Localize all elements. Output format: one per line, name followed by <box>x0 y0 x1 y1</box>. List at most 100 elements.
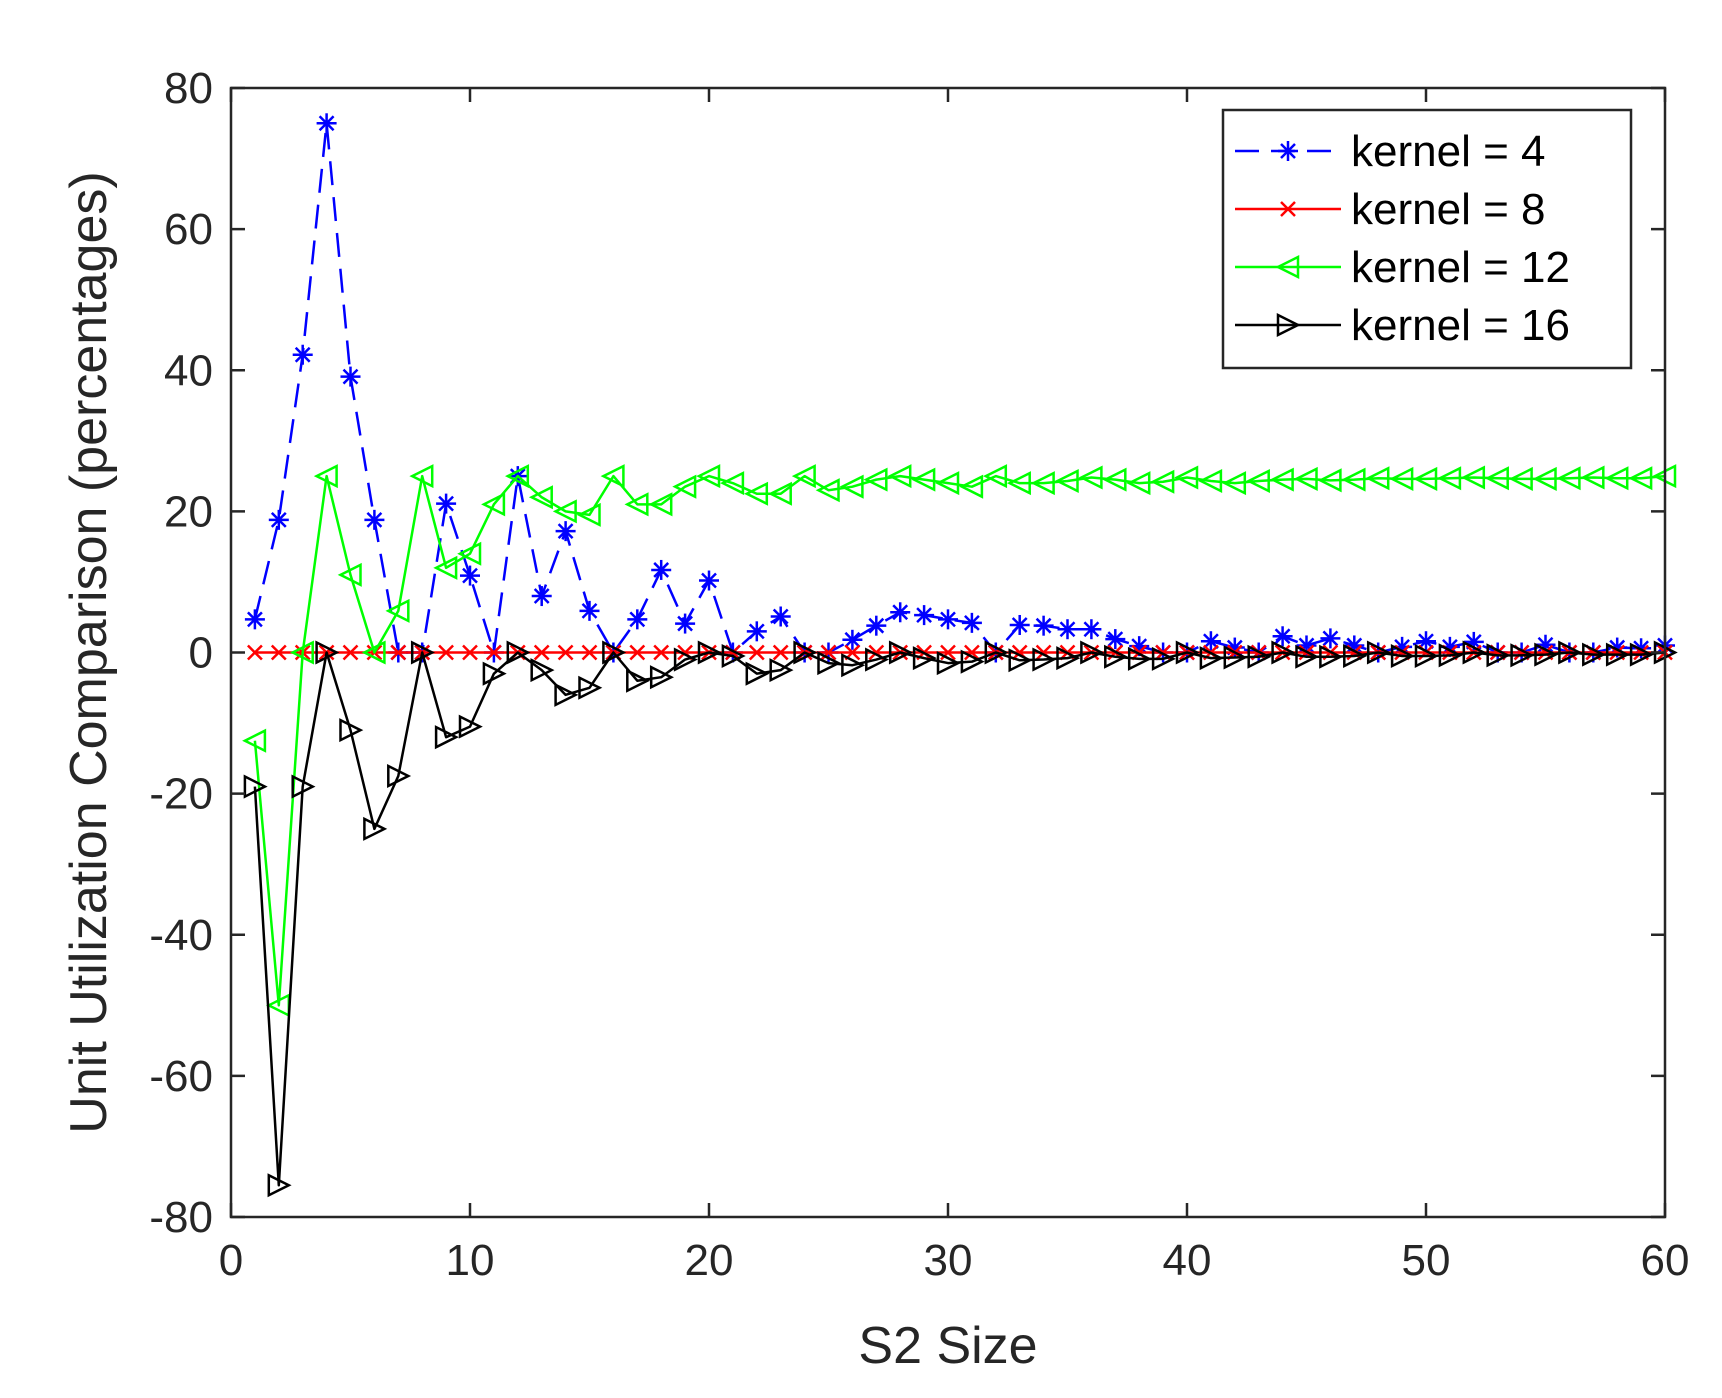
data-point <box>1272 626 1293 647</box>
data-point <box>438 644 454 661</box>
data-point <box>1320 628 1341 649</box>
x-axis-label: S2 Size <box>858 1317 1037 1375</box>
data-point <box>940 644 956 661</box>
data-point <box>385 598 410 623</box>
data-point <box>748 644 765 661</box>
legend-label: kernel = 8 <box>1351 185 1545 234</box>
data-point <box>791 464 816 489</box>
data-point <box>696 464 721 489</box>
data-point <box>482 661 507 686</box>
y-tick-label: 60 <box>164 205 213 254</box>
data-point <box>1009 614 1030 635</box>
data-point <box>315 640 340 665</box>
data-point <box>267 1173 292 1198</box>
data-point <box>434 725 459 750</box>
data-point <box>793 640 818 665</box>
x-tick-label: 30 <box>924 1236 973 1285</box>
data-point <box>458 714 483 739</box>
data-point <box>961 612 982 633</box>
data-point <box>557 644 574 661</box>
data-point <box>1390 644 1415 669</box>
y-tick-label: 20 <box>164 487 213 536</box>
data-point <box>1556 466 1581 491</box>
series-4 <box>243 640 1678 1198</box>
data-point <box>1057 619 1078 640</box>
data-point <box>1198 469 1223 494</box>
data-point <box>1534 642 1559 667</box>
data-point <box>935 471 960 496</box>
data-point <box>316 113 337 134</box>
data-point <box>291 774 316 799</box>
series-layer <box>242 113 1678 1198</box>
y-tick-label: -40 <box>149 911 213 960</box>
data-point <box>1200 631 1221 652</box>
legend-marker <box>1278 141 1298 161</box>
data-point <box>1223 645 1248 670</box>
data-point <box>1056 646 1081 671</box>
data-point <box>649 665 674 690</box>
data-point <box>481 492 506 517</box>
data-point <box>554 682 579 707</box>
data-point <box>1580 465 1605 490</box>
data-point <box>578 675 603 700</box>
data-point <box>409 464 434 489</box>
data-point <box>842 629 863 650</box>
data-point <box>337 562 362 587</box>
data-point <box>576 502 601 527</box>
data-point <box>1366 640 1391 665</box>
data-point <box>697 640 722 665</box>
data-point <box>744 481 769 506</box>
data-point <box>1416 631 1436 652</box>
data-point <box>505 464 530 489</box>
data-point <box>938 609 958 630</box>
data-point <box>1389 466 1414 491</box>
data-point <box>914 605 935 626</box>
data-point <box>1463 631 1484 652</box>
data-point <box>653 644 670 661</box>
data-point <box>244 609 265 630</box>
data-point <box>983 464 1008 489</box>
data-point <box>390 644 407 661</box>
data-point <box>1006 471 1031 496</box>
data-point <box>1150 469 1175 494</box>
legend-label: kernel = 12 <box>1351 243 1570 292</box>
data-point <box>1437 466 1462 491</box>
data-point <box>912 646 937 671</box>
data-point <box>841 653 866 678</box>
data-point <box>770 606 791 627</box>
data-point <box>268 509 289 530</box>
y-tick-label: -60 <box>149 1052 213 1101</box>
x-tick-label: 50 <box>1402 1236 1451 1285</box>
data-point <box>460 565 480 586</box>
data-point <box>1319 644 1344 669</box>
data-point <box>339 718 364 743</box>
data-point <box>1104 644 1129 669</box>
x-tick-label: 40 <box>1163 1236 1212 1285</box>
legend-label: kernel = 4 <box>1351 127 1545 176</box>
data-point <box>817 651 842 676</box>
data-point <box>1438 643 1463 668</box>
data-point <box>1151 646 1176 671</box>
data-point <box>531 586 552 607</box>
data-point <box>533 644 550 661</box>
data-point <box>1293 466 1318 491</box>
legend: kernel = 4 kernel = 8 kernel = 12 kernel = … <box>1221 108 1633 370</box>
data-point <box>626 668 651 693</box>
data-point <box>1271 640 1296 665</box>
data-point <box>1008 648 1033 673</box>
x-tick-label: 20 <box>685 1236 734 1285</box>
ticks-layer: 0 10 20 30 40 50 60 -80 -60 -40 -20 0 20 40 60 80 <box>149 64 1689 1285</box>
data-point <box>340 366 361 387</box>
data-point <box>767 481 792 506</box>
data-point <box>1605 642 1630 667</box>
x-tick-label: 0 <box>219 1236 243 1285</box>
data-point <box>1199 646 1224 671</box>
series-line <box>253 651 1666 1187</box>
data-point <box>629 644 646 661</box>
data-point <box>699 570 719 591</box>
legend-marker <box>1276 312 1301 338</box>
data-point <box>530 658 555 683</box>
data-point <box>1341 467 1366 492</box>
data-point <box>1604 466 1629 491</box>
